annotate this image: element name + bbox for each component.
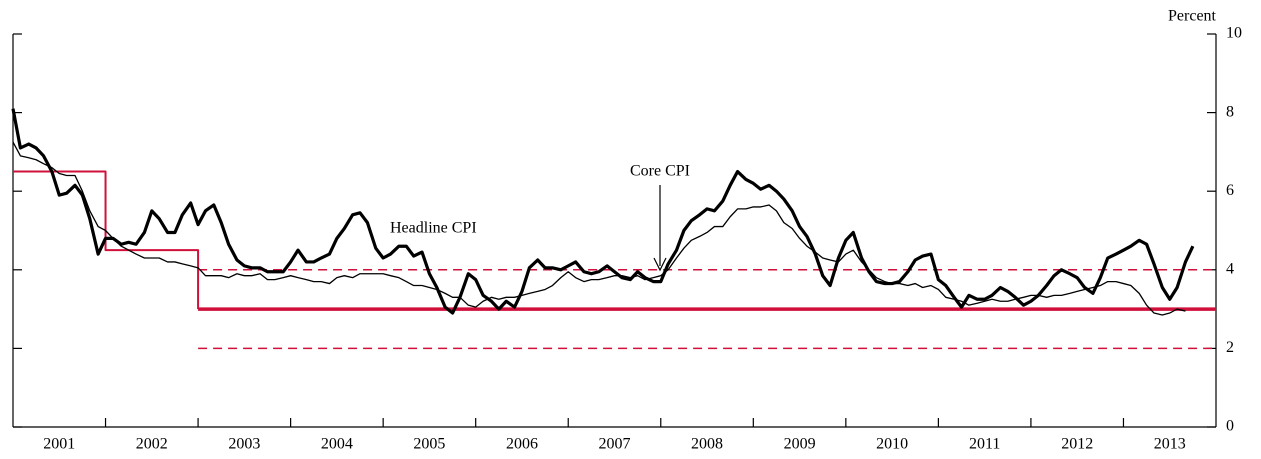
y-tick-label: 10 bbox=[1226, 25, 1242, 42]
x-tick-label: 2013 bbox=[1154, 436, 1186, 453]
series-line bbox=[12, 141, 1186, 316]
y-tick-label: 0 bbox=[1226, 418, 1234, 435]
x-tick-label: 2008 bbox=[691, 436, 723, 453]
y-tick-label: 2 bbox=[1226, 339, 1234, 356]
x-tick-label: 2001 bbox=[43, 436, 75, 453]
x-tick-label: 2010 bbox=[876, 436, 908, 453]
annotation-arrowhead bbox=[653, 257, 667, 272]
x-tick-label: 2005 bbox=[413, 436, 445, 453]
y-tick-label: 4 bbox=[1226, 260, 1234, 277]
annotation-headline: Headline CPI bbox=[390, 220, 477, 237]
x-tick-label: 2006 bbox=[506, 436, 538, 453]
annotation-core: Core CPI bbox=[630, 163, 690, 180]
x-tick-label: 2004 bbox=[321, 436, 353, 453]
series-line bbox=[11, 108, 1195, 315]
x-tick-label: 2003 bbox=[228, 436, 260, 453]
x-tick-label: 2012 bbox=[1061, 436, 1093, 453]
x-tick-label: 2002 bbox=[136, 436, 168, 453]
x-tick-label: 2009 bbox=[784, 436, 816, 453]
series-line bbox=[13, 170, 200, 310]
y-tick-label: 6 bbox=[1226, 182, 1234, 199]
x-tick-label: 2007 bbox=[599, 436, 631, 453]
x-tick-label: 2011 bbox=[969, 436, 1000, 453]
y-tick-label: 8 bbox=[1226, 103, 1234, 120]
y-axis-label: Percent bbox=[1168, 8, 1217, 25]
